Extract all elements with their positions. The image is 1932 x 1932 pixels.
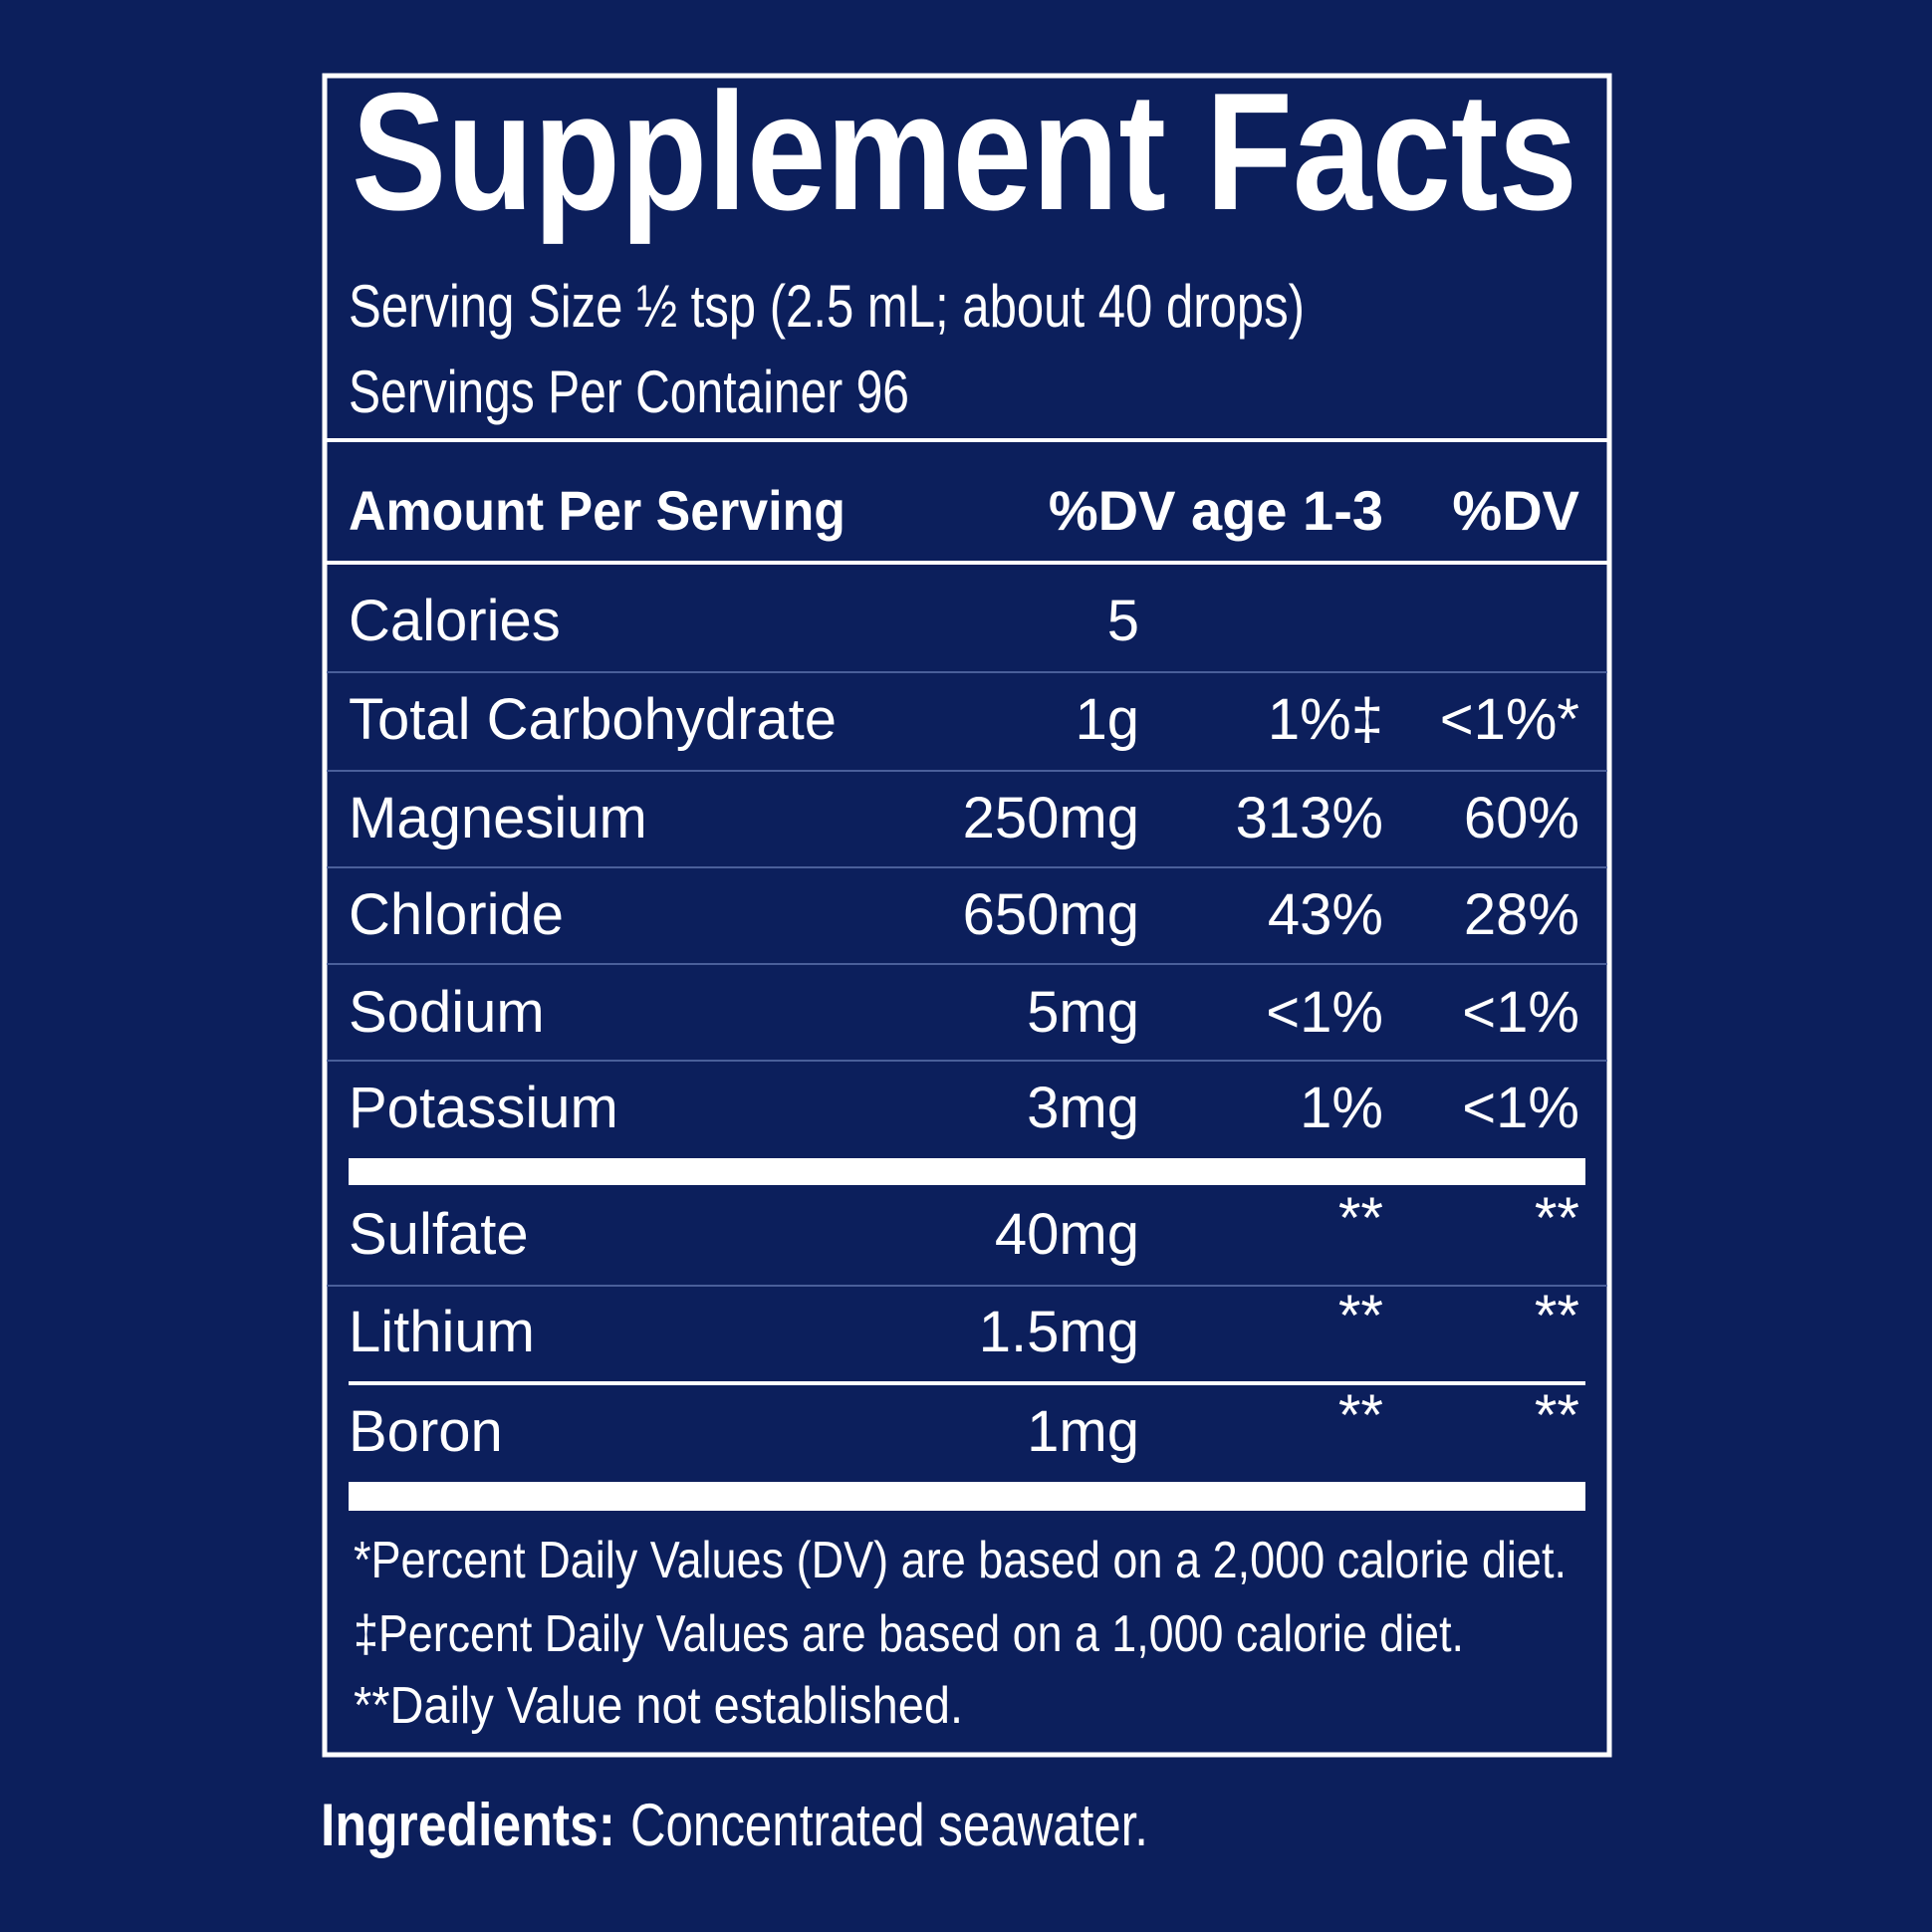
nutrient-value: 40mg xyxy=(995,1202,1139,1267)
ingredients-text: Concentrated seawater. xyxy=(630,1792,1148,1858)
label-border xyxy=(322,73,1612,1758)
nutrient-value: 1% xyxy=(1300,1076,1383,1140)
nutrient-value: <1%* xyxy=(1440,687,1579,752)
nutrient-value: ** xyxy=(1338,1284,1383,1348)
row-divider xyxy=(327,963,1607,965)
nutrient-name: Chloride xyxy=(349,882,564,947)
nutrient-value: 250mg xyxy=(963,786,1139,850)
nutrient-name: Boron xyxy=(349,1399,503,1464)
header-cell: Amount Per Serving xyxy=(349,479,845,542)
nutrient-value: <1% xyxy=(1266,980,1383,1045)
footnote: *Percent Daily Values (DV) are based on … xyxy=(354,1532,1567,1589)
nutrient-value: 5mg xyxy=(1027,980,1139,1045)
divider xyxy=(325,561,1609,565)
nutrient-value: 28% xyxy=(1464,882,1579,947)
nutrient-name: Lithium xyxy=(349,1300,535,1364)
footnote: **Daily Value not established. xyxy=(354,1677,963,1735)
header-cell: %DV age 1-3 xyxy=(1049,479,1383,542)
nutrient-value: ** xyxy=(1535,1284,1579,1348)
divider xyxy=(325,438,1609,442)
divider xyxy=(349,1381,1585,1385)
row-divider xyxy=(327,866,1607,868)
nutrient-value: 5 xyxy=(1107,589,1139,653)
nutrient-value: ** xyxy=(1338,1383,1383,1448)
nutrient-value: 1%‡ xyxy=(1268,687,1383,752)
nutrient-value: 1.5mg xyxy=(979,1300,1139,1364)
nutrient-name: Calories xyxy=(349,589,561,653)
nutrient-name: Sodium xyxy=(349,980,545,1045)
nutrient-name: Total Carbohydrate xyxy=(349,687,837,752)
nutrient-value: 313% xyxy=(1236,786,1383,850)
nutrient-value: ** xyxy=(1535,1186,1579,1251)
serving-size: Serving Size ½ tsp (2.5 mL; about 40 dro… xyxy=(349,273,1305,340)
servings-per-container: Servings Per Container 96 xyxy=(349,359,909,425)
nutrient-value: 43% xyxy=(1268,882,1383,947)
thick-bar xyxy=(349,1482,1585,1511)
nutrient-value: ** xyxy=(1338,1186,1383,1251)
nutrient-name: Magnesium xyxy=(349,786,647,850)
nutrient-value: <1% xyxy=(1462,1076,1579,1140)
nutrient-value: <1% xyxy=(1462,980,1579,1045)
header-cell: %DV xyxy=(1452,479,1579,542)
nutrient-value: 1g xyxy=(1075,687,1139,752)
nutrient-value: 1mg xyxy=(1027,1399,1139,1464)
row-divider xyxy=(327,671,1607,673)
nutrient-name: Sulfate xyxy=(349,1202,529,1267)
title: Supplement Facts xyxy=(352,58,1577,245)
thick-bar xyxy=(349,1158,1585,1185)
row-divider xyxy=(327,770,1607,772)
nutrient-value: 3mg xyxy=(1027,1076,1139,1140)
footnote: ‡Percent Daily Values are based on a 1,0… xyxy=(354,1605,1464,1663)
nutrient-value: 60% xyxy=(1464,786,1579,850)
ingredients-label: Ingredients: xyxy=(321,1792,615,1858)
nutrient-name: Potassium xyxy=(349,1076,618,1140)
row-divider xyxy=(327,1285,1607,1287)
nutrient-value: ** xyxy=(1535,1383,1579,1448)
row-divider xyxy=(327,1060,1607,1062)
nutrient-value: 650mg xyxy=(963,882,1139,947)
